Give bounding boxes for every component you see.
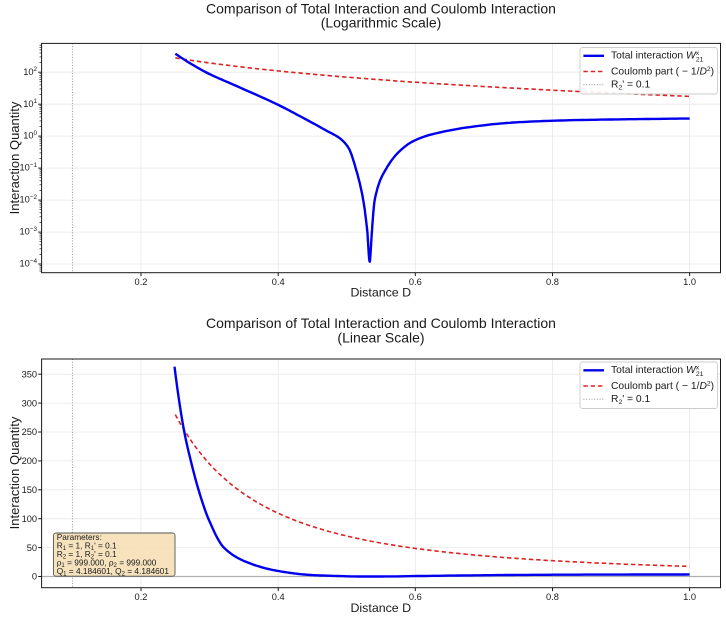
svg-text:350: 350 <box>22 369 38 379</box>
svg-text:Comparison of Total Interactio: Comparison of Total Interaction and Coul… <box>206 1 556 17</box>
svg-text:Interaction Quantity: Interaction Quantity <box>7 416 22 529</box>
svg-text:0.2: 0.2 <box>135 277 148 287</box>
svg-text:0.8: 0.8 <box>546 277 559 287</box>
svg-text:0.6: 0.6 <box>409 592 422 602</box>
svg-text:100: 100 <box>22 514 38 524</box>
svg-text:Distance D: Distance D <box>350 601 411 615</box>
svg-text:0.4: 0.4 <box>272 592 285 602</box>
svg-text:R2' = 0.1: R2' = 0.1 <box>611 80 651 92</box>
svg-text:10−2: 10−2 <box>19 194 37 205</box>
svg-text:100: 100 <box>23 130 37 141</box>
svg-text:0.8: 0.8 <box>546 592 559 602</box>
svg-text:R2' = 0.1: R2' = 0.1 <box>611 394 651 406</box>
svg-text:10−4: 10−4 <box>19 258 37 269</box>
svg-text:0.6: 0.6 <box>409 277 422 287</box>
svg-text:10−3: 10−3 <box>19 226 37 237</box>
svg-text:200: 200 <box>22 456 38 466</box>
svg-text:250: 250 <box>22 427 38 437</box>
svg-text:10−1: 10−1 <box>19 162 37 173</box>
svg-text:0.2: 0.2 <box>135 592 148 602</box>
svg-text:150: 150 <box>22 485 38 495</box>
svg-text:1.0: 1.0 <box>683 277 696 287</box>
svg-text:102: 102 <box>23 66 37 77</box>
svg-text:Coulomb part ( − 1/D2): Coulomb part ( − 1/D2) <box>611 66 714 78</box>
svg-text:Comparison of Total Interactio: Comparison of Total Interaction and Coul… <box>206 315 556 331</box>
svg-text:300: 300 <box>22 398 38 408</box>
svg-text:50: 50 <box>27 543 37 553</box>
svg-text:Q1 = 4.184601, Q2 = 4.184601: Q1 = 4.184601, Q2 = 4.184601 <box>57 566 170 578</box>
svg-text:Parameters:: Parameters: <box>57 532 102 542</box>
svg-text:ρ1 = 999.000, ρ2 = 999.000: ρ1 = 999.000, ρ2 = 999.000 <box>57 557 157 569</box>
svg-text:(Linear Scale): (Linear Scale) <box>337 329 424 345</box>
svg-text:Distance D: Distance D <box>350 286 411 300</box>
svg-text:Coulomb part ( − 1/D2): Coulomb part ( − 1/D2) <box>611 380 714 392</box>
svg-text:0.4: 0.4 <box>272 277 285 287</box>
svg-text:Interaction Quantity: Interaction Quantity <box>7 101 22 214</box>
svg-text:R2 = 1, R2' = 0.1: R2 = 1, R2' = 0.1 <box>57 549 117 561</box>
svg-text:R1 = 1, R1' = 0.1: R1 = 1, R1' = 0.1 <box>57 541 117 553</box>
svg-text:101: 101 <box>23 98 37 109</box>
svg-text:0: 0 <box>32 572 37 582</box>
svg-text:1.0: 1.0 <box>683 592 696 602</box>
svg-text:(Logarithmic Scale): (Logarithmic Scale) <box>321 15 442 31</box>
